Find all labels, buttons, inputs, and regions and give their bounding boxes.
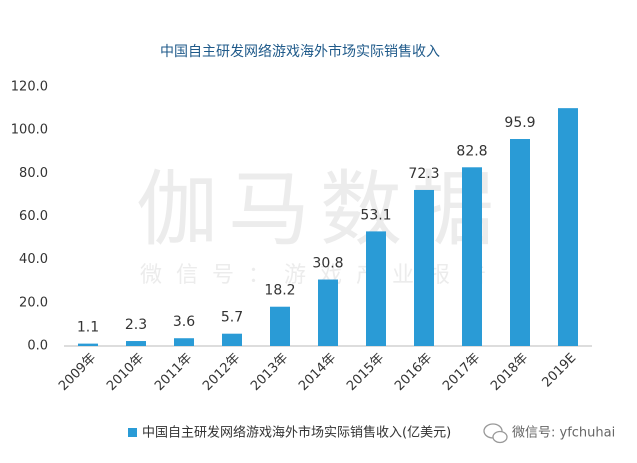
- data-label: 3.6: [173, 314, 195, 330]
- watermark: 伽马数据: [136, 162, 504, 257]
- data-label: 2.3: [125, 317, 147, 333]
- data-label: 82.8: [456, 143, 487, 159]
- data-label: 1.1: [77, 320, 99, 336]
- bar: [462, 167, 482, 346]
- x-tick-label: 2015年: [344, 351, 387, 394]
- x-tick-label: 2010年: [104, 351, 147, 394]
- y-tick-label: 60.0: [19, 209, 48, 224]
- wechat-icon: [483, 423, 508, 444]
- legend-swatch: [128, 428, 137, 437]
- data-label: 95.9: [504, 115, 535, 131]
- x-tick-label: 2018年: [488, 351, 531, 394]
- y-tick-label: 100.0: [11, 123, 48, 138]
- legend-label: 中国自主研发网络游戏海外市场实际销售收入(亿美元): [142, 425, 451, 441]
- data-label: 72.3: [408, 166, 439, 182]
- bar: [174, 338, 194, 346]
- y-tick-label: 20.0: [19, 295, 48, 310]
- chart-title: 中国自主研发网络游戏海外市场实际销售收入: [160, 43, 440, 60]
- x-tick-label: 2017年: [440, 351, 483, 394]
- bar: [270, 306, 290, 346]
- bar: [126, 341, 146, 346]
- x-tick-label: 2014年: [296, 351, 339, 394]
- bar: [414, 189, 434, 346]
- y-tick-label: 40.0: [19, 252, 48, 267]
- x-tick-label: 2016年: [392, 351, 435, 394]
- data-label: 30.8: [312, 256, 343, 272]
- data-label: 5.7: [221, 310, 243, 326]
- x-tick-label: 2011年: [152, 351, 195, 394]
- x-tick-label: 2019E: [539, 351, 579, 391]
- y-tick-label: 120.0: [11, 80, 48, 95]
- bar: [78, 343, 98, 346]
- data-label: 53.1: [360, 207, 391, 223]
- data-label: 18.2: [264, 283, 295, 299]
- bar: [222, 333, 242, 346]
- bar: [366, 231, 386, 346]
- bar: [510, 139, 530, 346]
- y-tick-label: 0.0: [27, 339, 48, 354]
- bar: [558, 108, 578, 346]
- bar: [318, 279, 338, 346]
- x-tick-label: 2009年: [56, 351, 99, 394]
- x-tick-label: 2012年: [200, 351, 243, 394]
- y-tick-label: 80.0: [19, 166, 48, 181]
- x-tick-label: 2013年: [248, 351, 291, 394]
- source-note: 微信号: yfchuhai: [512, 426, 615, 441]
